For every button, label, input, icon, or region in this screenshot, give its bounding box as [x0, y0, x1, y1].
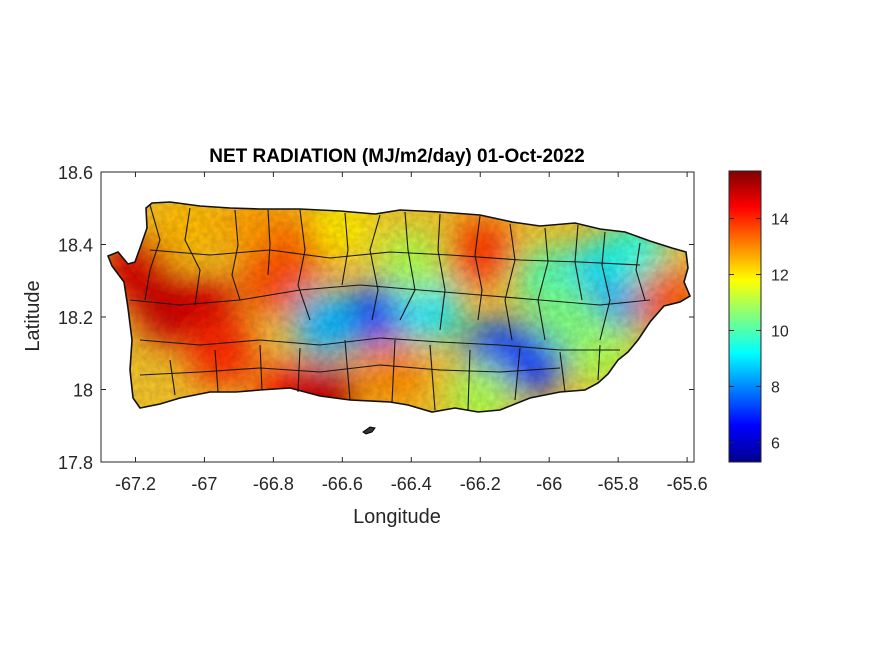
y-tick-label: 17.8 — [58, 453, 93, 473]
municipality-border — [139, 337, 381, 346]
municipality-border — [467, 349, 471, 411]
y-tick-label: 18.4 — [58, 236, 93, 256]
x-axis-label: Longitude — [353, 506, 441, 528]
municipality-border — [297, 347, 301, 393]
colorbar-tick-label: 10 — [771, 323, 789, 340]
municipality-border — [184, 207, 201, 306]
municipality-border — [379, 337, 620, 351]
radiation-field — [108, 202, 690, 412]
colorbar-tick-label: 8 — [771, 379, 780, 396]
municipality-border — [149, 249, 641, 266]
municipality-border — [537, 227, 549, 341]
municipality-border — [231, 209, 241, 301]
colorbar-ticks: 6 8 10 12 14 — [729, 212, 789, 452]
municipality-border — [259, 344, 263, 391]
y-tick-label: 18.6 — [58, 163, 93, 183]
municipality-border — [399, 211, 416, 321]
x-tick-label: -65.8 — [598, 474, 639, 494]
small-island — [362, 426, 376, 435]
island-outline — [106, 201, 692, 413]
municipality-border — [597, 344, 601, 381]
municipality-border — [359, 284, 651, 306]
municipality-border — [474, 215, 483, 321]
municipality-borders — [129, 204, 651, 411]
municipality-border — [144, 204, 161, 301]
municipality-border — [129, 284, 361, 306]
colorbar-tick-label: 14 — [771, 212, 789, 229]
x-tick-label: -66.4 — [391, 474, 432, 494]
y-tick-label: 18.2 — [58, 308, 93, 328]
colorbar — [728, 170, 762, 463]
municipality-border — [635, 242, 646, 301]
x-tick-label: -67.2 — [115, 474, 156, 494]
municipality-border — [267, 209, 271, 276]
municipality-border — [429, 344, 436, 411]
municipality-border — [599, 231, 611, 341]
municipality-border — [504, 223, 516, 341]
municipality-border — [344, 339, 351, 401]
x-axis: -67.2 -67 -66.8 -66.6 -66.4 -66.2 -66 -65.8 -65.… — [115, 172, 708, 494]
chart-title: NET RADIATION (MJ/m2/day) 01-Oct-2022 — [209, 146, 585, 167]
municipality-border — [369, 214, 381, 321]
x-tick-label: -66.8 — [253, 474, 294, 494]
x-tick-label: -67 — [191, 474, 217, 494]
municipality-border — [514, 347, 521, 401]
municipality-border — [559, 351, 566, 393]
x-tick-label: -65.6 — [667, 474, 708, 494]
municipality-border — [437, 213, 446, 331]
colorbar-tick-label: 6 — [771, 435, 780, 452]
municipality-border — [169, 359, 176, 396]
x-tick-label: -66 — [536, 474, 562, 494]
x-tick-label: -66.6 — [322, 474, 363, 494]
colorbar-tick-label: 12 — [771, 268, 789, 285]
municipality-border — [297, 209, 311, 321]
y-axis: 17.8 18 18.2 18.4 18.6 — [58, 163, 694, 473]
municipality-border — [341, 212, 349, 286]
y-axis-label: Latitude — [22, 280, 44, 351]
municipality-border — [391, 339, 396, 403]
municipality-border — [139, 364, 561, 376]
x-tick-label: -66.2 — [460, 474, 501, 494]
y-tick-label: 18 — [73, 381, 93, 401]
